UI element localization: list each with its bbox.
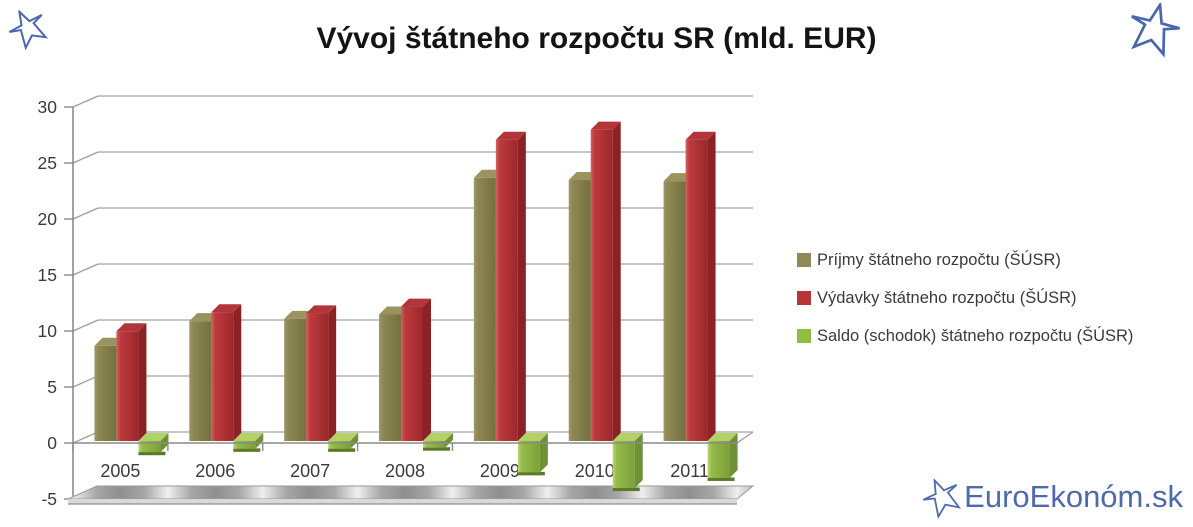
category-label-2005: 2005	[100, 461, 140, 481]
legend-swatch-prijmy	[797, 253, 811, 267]
y-tick-label-5: 5	[47, 377, 57, 397]
legend-label-saldo: Saldo (schodok) štátneho rozpočtu (ŠÚSR)	[817, 326, 1134, 345]
bar-saldo-2007	[328, 433, 359, 452]
bar-vydavky-2005	[116, 323, 147, 441]
star-outline	[923, 477, 962, 520]
chart-legend: Príjmy štátneho rozpočtu (ŠÚSR) Výdavky …	[797, 250, 1133, 364]
depth-connector	[72, 375, 99, 388]
depth-connector	[72, 431, 99, 444]
y-tick-label--5: -5	[41, 489, 57, 509]
category-label-2007: 2007	[290, 461, 330, 481]
y-tick-label-30: 30	[38, 97, 58, 117]
bar-saldo-2011	[707, 433, 738, 481]
y-tick-label-25: 25	[38, 153, 57, 173]
bar-saldo-2009	[517, 433, 548, 476]
y-tick-label-0: 0	[47, 433, 57, 453]
y-tick-label-15: 15	[38, 265, 57, 285]
y-tick-label-10: 10	[38, 321, 58, 341]
depth-connector	[72, 319, 99, 332]
bar-vydavky-2008	[401, 298, 431, 441]
watermark-text: EuroEkonóm.sk	[964, 479, 1183, 514]
watermark-star-icon	[923, 477, 962, 520]
legend-item-saldo: Saldo (schodok) štátneho rozpočtu (ŠÚSR)	[797, 326, 1133, 346]
watermark-euroekonom: EuroEkonóm.sk	[922, 477, 1183, 520]
bar-vydavky-2010	[590, 121, 621, 441]
star-icon-top-right	[1131, 0, 1180, 58]
category-label-2009: 2009	[480, 461, 520, 481]
legend-swatch-saldo	[797, 329, 811, 343]
depth-connector	[72, 151, 99, 164]
legend-label-prijmy: Príjmy štátneho rozpočtu (ŠÚSR)	[817, 250, 1061, 269]
legend-item-vydavky: Výdavky štátneho rozpočtu (ŠÚSR)	[797, 288, 1133, 308]
category-label-2010: 2010	[575, 461, 615, 481]
category-label-2011: 2011	[670, 461, 709, 481]
bar-saldo-2006	[233, 433, 264, 452]
category-label-2006: 2006	[195, 461, 235, 481]
bar-vydavky-2011	[685, 131, 716, 441]
depth-connector	[72, 207, 99, 220]
bar-vydavky-2007	[306, 305, 337, 441]
bar-vydavky-2006	[211, 304, 242, 441]
chart-title: Vývoj štátneho rozpočtu SR (mld. EUR)	[316, 22, 877, 55]
chart-floor	[67, 485, 755, 500]
star-icon-top-left	[8, 9, 49, 51]
bar-saldo-2010	[612, 433, 643, 492]
bar-vydavky-2009	[495, 131, 526, 441]
star-outline	[8, 9, 49, 51]
chart-floor-edge	[68, 499, 737, 504]
x-axis-depth-connector	[736, 431, 754, 444]
legend-label-vydavky: Výdavky štátneho rozpočtu (ŠÚSR)	[817, 288, 1077, 307]
legend-item-prijmy: Príjmy štátneho rozpočtu (ŠÚSR)	[797, 250, 1133, 270]
depth-connector	[72, 95, 99, 108]
star-outline	[1131, 0, 1180, 58]
legend-swatch-vydavky	[797, 291, 811, 305]
bar-saldo-2008	[423, 433, 453, 451]
depth-connector	[72, 263, 99, 276]
category-label-2008: 2008	[385, 461, 425, 481]
y-tick-label-20: 20	[38, 209, 58, 229]
